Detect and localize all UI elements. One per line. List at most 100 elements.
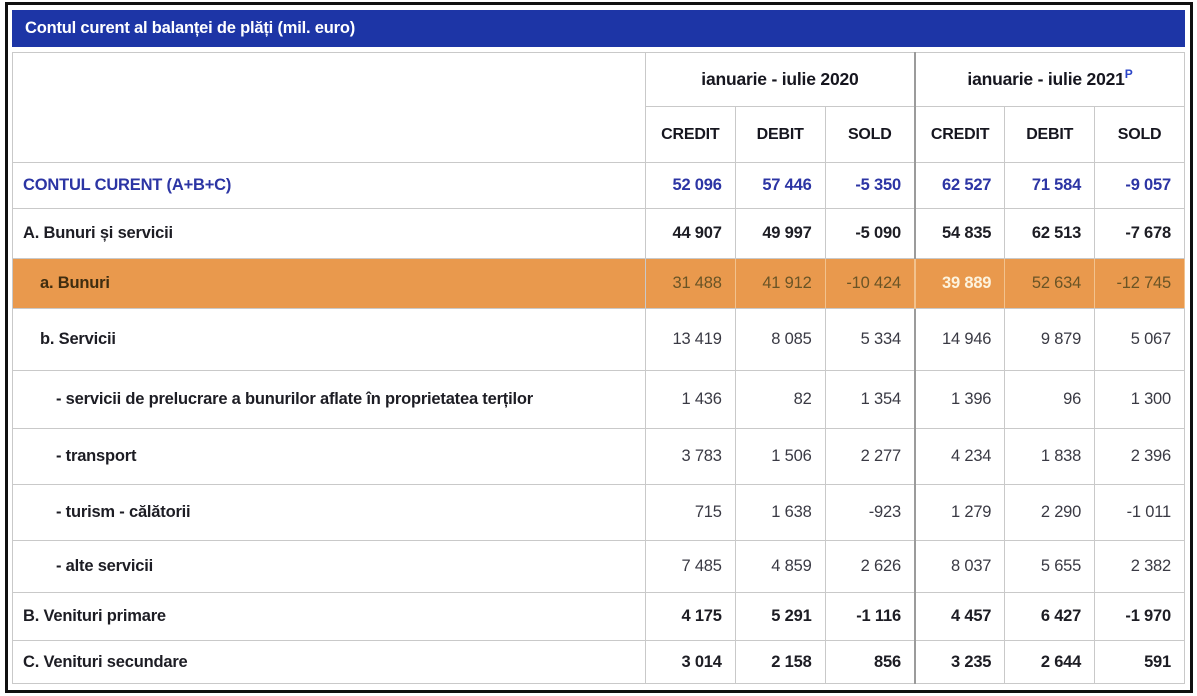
cell-value: 31 488: [644, 258, 736, 309]
cell-value: 62 527: [913, 162, 1006, 209]
cell-value: 1 300: [1094, 370, 1185, 429]
cell-value: -9 057: [1094, 162, 1185, 209]
cell-value: 4 234: [913, 428, 1006, 485]
cell-value: 1 506: [734, 428, 826, 485]
cell-value: 1 638: [734, 484, 826, 541]
cell-value: 1 279: [913, 484, 1006, 541]
cell-value: 9 879: [1004, 308, 1096, 371]
corner-cell: [12, 52, 646, 163]
cell-value: 5 655: [1004, 540, 1096, 593]
cell-value: 57 446: [734, 162, 826, 209]
cell-value: 41 912: [734, 258, 826, 309]
table-row-contul-curent: CONTUL CURENT (A+B+C) 52 096 57 446 -5 3…: [12, 162, 1185, 209]
table-row-venituri-secundare: C. Venituri secundare 3 014 2 158 856 3 …: [12, 640, 1185, 684]
table-row-alte-servicii: - alte servicii 7 485 4 859 2 626 8 037 …: [12, 540, 1185, 593]
cell-value: 2 158: [734, 640, 826, 684]
page-frame: Contul curent al balanței de plăți (mil.…: [5, 2, 1193, 693]
table-row-turism-calatorii: - turism - călătorii 715 1 638 -923 1 27…: [12, 484, 1185, 541]
table-row-venituri-primare: B. Venituri primare 4 175 5 291 -1 116 4…: [12, 592, 1185, 641]
cell-value: -7 678: [1094, 208, 1185, 259]
cell-value: 2 290: [1004, 484, 1096, 541]
cell-value: 3 235: [913, 640, 1006, 684]
cell-value: 4 457: [913, 592, 1006, 641]
row-label: CONTUL CURENT (A+B+C): [12, 162, 646, 209]
table-title-bar: Contul curent al balanței de plăți (mil.…: [12, 10, 1185, 47]
table-row-servicii: b. Servicii 13 419 8 085 5 334 14 946 9 …: [12, 308, 1185, 371]
row-label: A. Bunuri și servicii: [12, 208, 646, 259]
cell-value-emphasized: 39 889: [913, 258, 1006, 309]
row-label: C. Venituri secundare: [12, 640, 646, 684]
cell-value: 54 835: [913, 208, 1006, 259]
cell-value: 14 946: [913, 308, 1006, 371]
cell-value: 2 382: [1094, 540, 1185, 593]
cell-value: 8 037: [913, 540, 1006, 593]
cell-value: -1 011: [1094, 484, 1185, 541]
cell-value: 44 907: [644, 208, 736, 259]
period-2021-header: ianuarie - iulie 2021P: [913, 52, 1185, 107]
row-label: b. Servicii: [12, 308, 646, 371]
column-header-credit-2021: CREDIT: [913, 106, 1006, 163]
column-header-debit-2020: DEBIT: [734, 106, 826, 163]
table-title: Contul curent al balanței de plăți (mil.…: [25, 19, 356, 37]
cell-value: 856: [824, 640, 916, 684]
cell-value: 2 277: [824, 428, 916, 485]
provisional-superscript: P: [1124, 67, 1133, 82]
cell-value: -5 090: [824, 208, 916, 259]
column-header-row: CREDIT DEBIT SOLD CREDIT DEBIT SOLD: [13, 106, 1185, 163]
cell-value: 62 513: [1004, 208, 1096, 259]
row-label: - alte servicii: [12, 540, 646, 593]
row-label: - transport: [12, 428, 646, 485]
row-label: B. Venituri primare: [12, 592, 646, 641]
cell-value: 1 436: [644, 370, 736, 429]
table-row-bunuri-highlighted: a. Bunuri 31 488 41 912 -10 424 39 889 5…: [12, 258, 1185, 309]
period-2021-label: ianuarie - iulie 2021: [967, 69, 1125, 89]
cell-value: -10 424: [824, 258, 916, 309]
cell-value: 2 396: [1094, 428, 1185, 485]
cell-value: -1 970: [1094, 592, 1185, 641]
cell-value: 4 175: [644, 592, 736, 641]
cell-value: 13 419: [644, 308, 736, 371]
cell-value: 96: [1004, 370, 1096, 429]
cell-value: 3 014: [644, 640, 736, 684]
column-header-sold-2021: SOLD: [1094, 106, 1185, 163]
cell-value: 4 859: [734, 540, 826, 593]
cell-value: 82: [734, 370, 826, 429]
cell-value: 2 644: [1004, 640, 1096, 684]
table-body: CONTUL CURENT (A+B+C) 52 096 57 446 -5 3…: [12, 162, 1185, 684]
cell-value: 591: [1094, 640, 1185, 684]
row-label: - turism - călătorii: [12, 484, 646, 541]
cell-value: -1 116: [824, 592, 916, 641]
balance-of-payments-table: ianuarie - iulie 2020 ianuarie - iulie 2…: [12, 52, 1185, 684]
cell-value: 5 334: [824, 308, 916, 371]
table-header: ianuarie - iulie 2020 ianuarie - iulie 2…: [12, 52, 1185, 163]
table-row-bunuri-si-servicii: A. Bunuri și servicii 44 907 49 997 -5 0…: [12, 208, 1185, 259]
table-row-servicii-prelucrare: - servicii de prelucrare a bunurilor afl…: [12, 370, 1185, 429]
cell-value: 5 291: [734, 592, 826, 641]
cell-value: 8 085: [734, 308, 826, 371]
cell-value: 52 096: [644, 162, 736, 209]
cell-value: 2 626: [824, 540, 916, 593]
column-header-credit-2020: CREDIT: [644, 106, 736, 163]
cell-value: -5 350: [824, 162, 916, 209]
cell-value: 3 783: [644, 428, 736, 485]
cell-value: -923: [824, 484, 916, 541]
row-label: a. Bunuri: [12, 258, 646, 309]
table-row-transport: - transport 3 783 1 506 2 277 4 234 1 83…: [12, 428, 1185, 485]
cell-value: 7 485: [644, 540, 736, 593]
cell-value: 715: [644, 484, 736, 541]
cell-value: 5 067: [1094, 308, 1185, 371]
cell-value: 6 427: [1004, 592, 1096, 641]
cell-value: 1 354: [824, 370, 916, 429]
period-header-row: ianuarie - iulie 2020 ianuarie - iulie 2…: [12, 52, 1185, 163]
cell-value: 1 838: [1004, 428, 1096, 485]
column-header-debit-2021: DEBIT: [1004, 106, 1096, 163]
cell-value: 1 396: [913, 370, 1006, 429]
cell-value: 52 634: [1004, 258, 1096, 309]
column-header-sold-2020: SOLD: [824, 106, 916, 163]
cell-value: 49 997: [734, 208, 826, 259]
cell-value: 71 584: [1004, 162, 1096, 209]
row-label: - servicii de prelucrare a bunurilor afl…: [12, 370, 646, 429]
cell-value: -12 745: [1094, 258, 1185, 309]
period-2020-header: ianuarie - iulie 2020: [644, 52, 916, 107]
period-2020-label: ianuarie - iulie 2020: [701, 69, 859, 89]
